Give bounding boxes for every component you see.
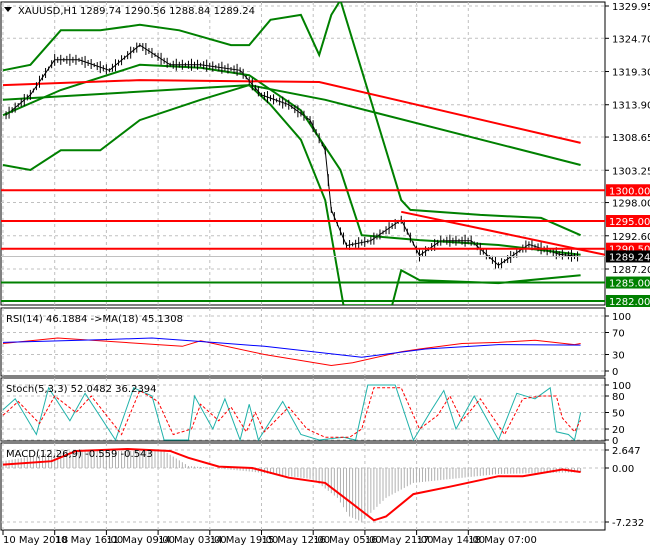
stoch-signal-line (2, 387, 582, 438)
stoch-title: Stoch(5,3,3) 52.0482 36.2394 (6, 384, 157, 395)
level-price-tag (606, 184, 650, 197)
level-price-tag (606, 294, 650, 307)
level-price-label: 1285.00 (609, 279, 650, 290)
x-tick-label: 10 May 16:00 (55, 535, 124, 546)
panel-frame (0, 377, 606, 442)
x-tick-label: 14 May 03:00 (158, 535, 227, 546)
y-tick-label: 1303.25 (612, 166, 650, 177)
y-tick-label: 2.647 (612, 446, 641, 457)
y-tick-label: 0 (612, 367, 618, 378)
last-price-tag (606, 250, 650, 263)
x-tick-label: 16 May 21:00 (365, 535, 434, 546)
x-tick-label: 15 May 12:00 (262, 535, 331, 546)
ma-green-line (2, 84, 581, 166)
rsi-line (2, 337, 581, 367)
x-tick-label: 18 May 07:00 (468, 535, 537, 546)
y-tick-label: 1313.90 (612, 101, 650, 112)
y-tick-label: 80 (612, 392, 625, 403)
level-price-tag (606, 276, 650, 289)
panel-2 (0, 377, 606, 442)
level-price-label: 1300.00 (609, 186, 650, 197)
level-price-label: 1295.00 (609, 217, 650, 228)
y-tick-label: 0.00 (612, 464, 634, 475)
x-tick-label: 11 May 09:00 (106, 535, 175, 546)
y-tick-label: 100 (612, 312, 631, 323)
panel-content (1, 447, 605, 523)
macd-signal-line (2, 447, 581, 522)
last-price-label: 1289.24 (609, 252, 650, 263)
collapse-triangle-icon[interactable] (4, 7, 12, 12)
panel-content (1, 384, 605, 441)
y-tick-label: 1319.30 (612, 68, 650, 79)
y-tick-label: 30 (612, 351, 625, 362)
band-middle-line (2, 63, 581, 256)
y-tick-label: 1329.95 (612, 2, 650, 13)
level-price-tag (606, 215, 650, 228)
x-tick-label: 16 May 05:00 (313, 535, 382, 546)
y-tick-label: 0 (612, 436, 618, 447)
panel-content (1, 2, 605, 305)
y-tick-label: 1308.65 (612, 133, 650, 144)
panel-1 (0, 307, 606, 377)
band-upper-line (2, 2, 582, 237)
ma-red-line (2, 79, 581, 144)
chart-title: XAUUSD,H1 (18, 6, 77, 17)
band-lower-line (2, 83, 581, 305)
panel-content (1, 315, 605, 372)
stoch-main-line (2, 384, 582, 441)
macd-title: MACD(12,26,9) -0.559 -0.543 (6, 449, 153, 460)
panel-3 (0, 442, 606, 531)
y-tick-label: 100 (612, 381, 631, 392)
x-tick-label: 10 May 2018 (3, 535, 68, 546)
panel-frame (0, 1, 606, 306)
x-tick-label: 14 May 19:00 (210, 535, 279, 546)
y-tick-label: 1298.00 (612, 199, 650, 210)
level-price-label: 1282.00 (609, 297, 650, 308)
y-tick-label: 1324.70 (612, 34, 650, 45)
rsi-ma-line (2, 337, 581, 358)
rsi-title: RSI(14) 46.1884 ->MA(18) 45.1308 (6, 314, 183, 325)
panel-0 (0, 1, 606, 306)
panel-frame (0, 442, 606, 531)
ohlc-readout: 1289.74 1290.56 1288.84 1289.24 (80, 6, 255, 17)
y-tick-label: 20 (612, 425, 625, 436)
y-tick-label: 70 (612, 329, 625, 340)
y-tick-label: 50 (612, 409, 625, 420)
level-price-label: 1290.50 (609, 245, 650, 256)
trend-red-line (400, 210, 605, 256)
y-tick-label: 1287.20 (612, 265, 650, 276)
y-tick-label: -7.232 (612, 518, 644, 529)
x-tick-label: 17 May 14:00 (417, 535, 486, 546)
y-tick-label: 1292.60 (612, 232, 650, 243)
